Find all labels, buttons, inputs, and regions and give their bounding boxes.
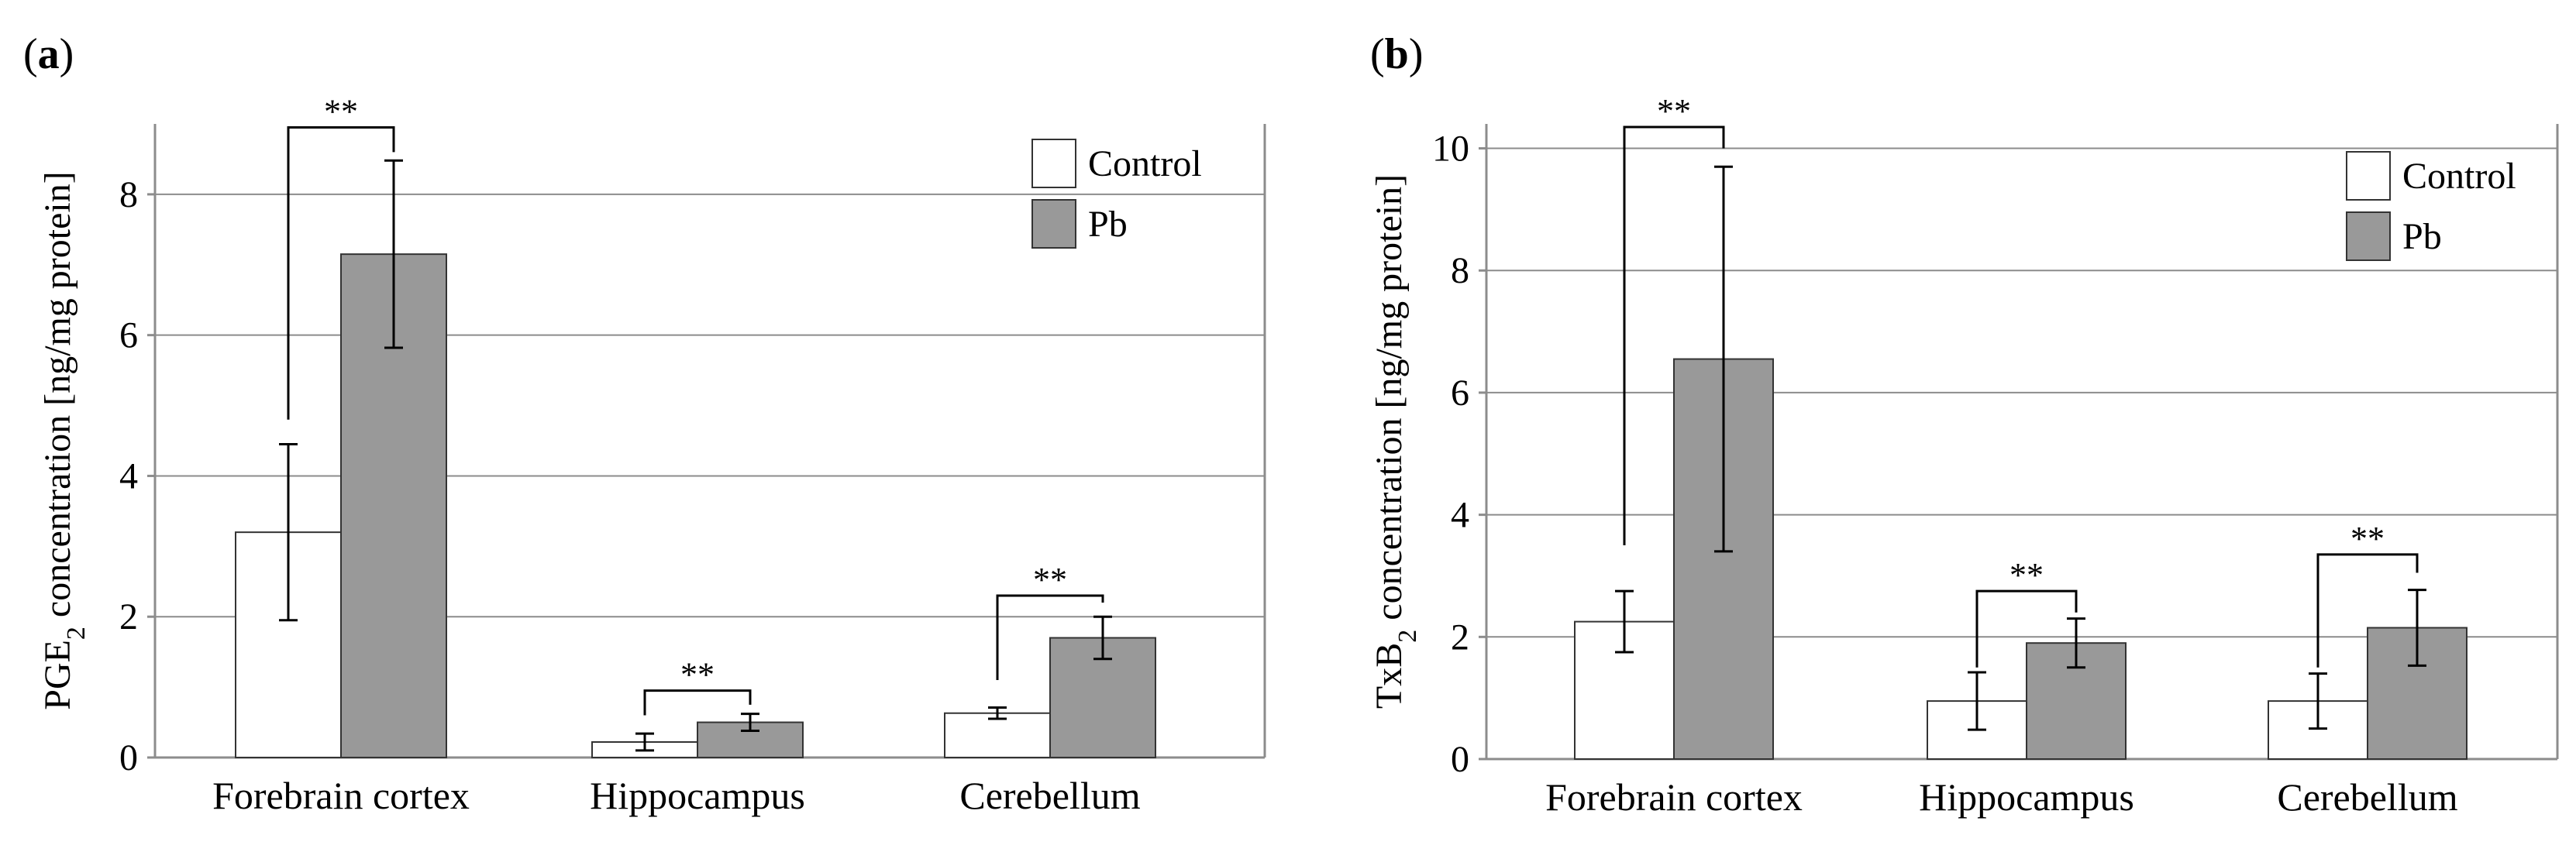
x-category-label: Hippocampus	[1919, 775, 2134, 819]
significance-label: **	[680, 656, 715, 694]
significance-bracket	[1975, 589, 2078, 668]
panel-label-b: (b)	[1370, 30, 1423, 78]
significance-label: **	[2009, 556, 2044, 594]
y-tick-label: 6	[119, 315, 138, 356]
legend-label-pb: Pb	[1088, 204, 1128, 245]
x-category-label: Cerebellum	[2277, 775, 2457, 819]
chart-panel-a: (a) 0 2 4 6 8 PGE2 concentration [ng/mg protei…	[23, 30, 1266, 817]
y-tick-label: 10	[1432, 129, 1469, 170]
legend-label-control: Control	[1088, 143, 1202, 184]
significance-label: **	[2350, 520, 2385, 558]
y-tick-label: 0	[119, 737, 138, 778]
x-category-label: Forebrain cortex	[1545, 775, 1803, 819]
significance-label: **	[1033, 561, 1067, 599]
legend-label-control: Control	[2402, 156, 2516, 197]
significance-bracket	[2316, 553, 2419, 668]
y-tick-label: 8	[1451, 250, 1469, 291]
legend-label-pb: Pb	[2402, 216, 2442, 257]
legend-swatch-control	[2346, 151, 2391, 201]
y-tick-label: 6	[1451, 373, 1469, 414]
y-tick-label: 2	[119, 596, 138, 637]
significance-bracket	[1623, 125, 1725, 546]
x-category-label: Hippocampus	[590, 774, 805, 817]
significance-bracket	[643, 689, 752, 716]
significance-label: **	[324, 93, 358, 131]
x-category-label: Cerebellum	[959, 774, 1140, 817]
x-category-label: Forebrain cortex	[212, 774, 470, 817]
bar-control-2	[944, 712, 1051, 758]
legend-swatch-control	[1031, 139, 1076, 188]
y-axis-title: PGE2 concentration [ng/mg protein]	[37, 171, 91, 710]
y-tick-label: 0	[1451, 739, 1469, 780]
panel-label-a: (a)	[23, 30, 74, 78]
significance-label: **	[1657, 92, 1691, 130]
legend-swatch-pb	[2346, 211, 2391, 261]
y-tick-label: 4	[119, 455, 138, 496]
y-axis-title: TxB2 concentration [ng/mg protein]	[1369, 174, 1422, 709]
significance-bracket	[996, 594, 1104, 681]
legend-swatch-pb	[1031, 199, 1076, 249]
significance-bracket	[287, 126, 395, 420]
y-tick-label: 8	[119, 174, 138, 215]
y-tick-label: 4	[1451, 495, 1469, 536]
y-tick-label: 2	[1451, 617, 1469, 658]
